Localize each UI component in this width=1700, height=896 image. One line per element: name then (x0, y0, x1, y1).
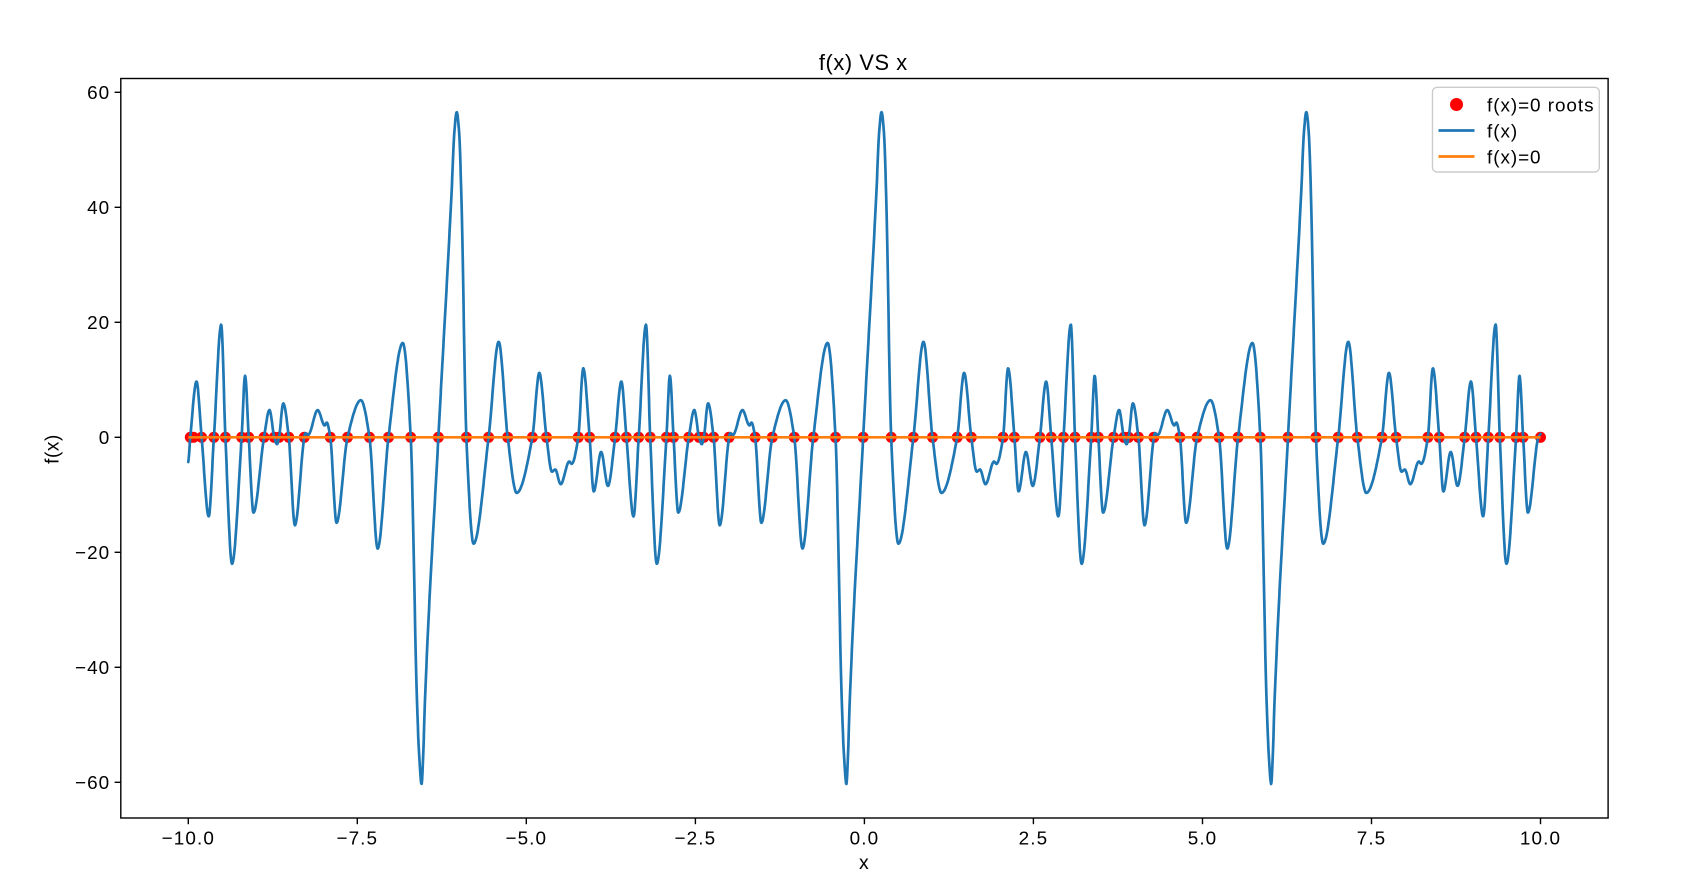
svg-text:60: 60 (87, 83, 110, 104)
svg-text:0: 0 (99, 428, 111, 449)
svg-text:40: 40 (87, 198, 110, 219)
svg-text:20: 20 (87, 313, 110, 334)
svg-text:7.5: 7.5 (1357, 828, 1387, 849)
svg-text:−5.0: −5.0 (505, 828, 547, 849)
svg-text:5.0: 5.0 (1188, 828, 1218, 849)
svg-text:−7.5: −7.5 (336, 828, 378, 849)
svg-text:f(x): f(x) (43, 434, 64, 464)
svg-text:−2.5: −2.5 (675, 828, 717, 849)
svg-text:f(x)=0: f(x)=0 (1487, 147, 1542, 168)
svg-text:−40: −40 (75, 658, 110, 679)
svg-text:f(x) VS x: f(x) VS x (819, 50, 908, 75)
svg-text:f(x)=0 roots: f(x)=0 roots (1487, 95, 1594, 116)
svg-text:10.0: 10.0 (1520, 828, 1561, 849)
svg-text:x: x (859, 852, 869, 874)
svg-text:−60: −60 (75, 773, 110, 794)
svg-text:0.0: 0.0 (850, 828, 880, 849)
svg-text:−10.0: −10.0 (162, 828, 215, 849)
svg-text:2.5: 2.5 (1019, 828, 1049, 849)
svg-text:−20: −20 (75, 543, 110, 564)
svg-text:f(x): f(x) (1487, 121, 1518, 142)
